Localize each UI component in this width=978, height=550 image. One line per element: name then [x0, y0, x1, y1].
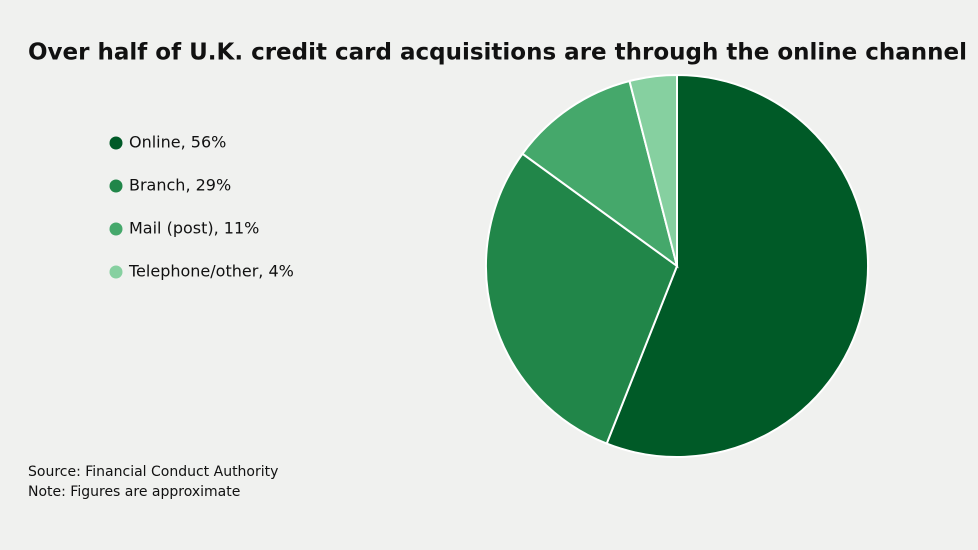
legend-label: Mail (post), 11% — [129, 219, 259, 238]
pie-slice — [628, 73, 678, 267]
source: Source: Financial Conduct Authority — [28, 464, 278, 480]
pie-slice — [605, 73, 869, 458]
note: Note: Figures are approximate — [28, 484, 240, 500]
legend-marker — [109, 222, 123, 236]
pie-slice — [521, 79, 679, 269]
legend-marker — [109, 179, 123, 193]
legend-label: Branch, 29% — [129, 176, 231, 195]
pie-slice — [485, 152, 679, 445]
legend-label: Online, 56% — [129, 133, 226, 152]
chart-title: Over half of U.K. credit card acquisitio… — [28, 40, 967, 66]
legend-marker — [109, 136, 123, 150]
legend-label: Telephone/other, 4% — [128, 262, 294, 281]
legend-marker — [109, 265, 123, 279]
